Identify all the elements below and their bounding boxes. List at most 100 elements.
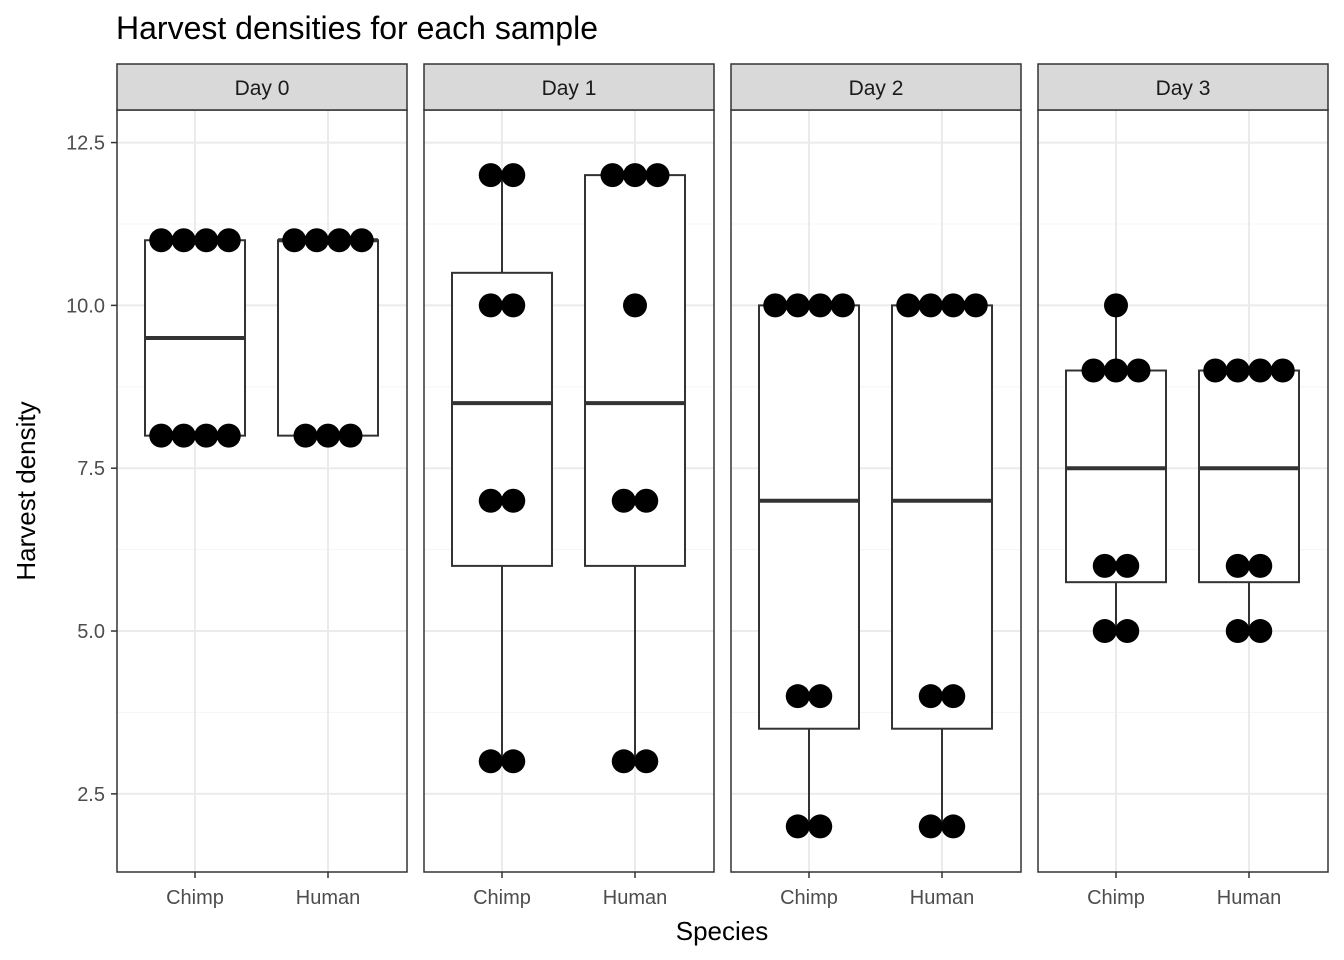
boxplot-chimp	[758, 293, 860, 839]
data-point	[1115, 619, 1140, 644]
x-tick-label: Human	[1217, 887, 1281, 909]
boxplot-human	[891, 293, 993, 839]
data-point	[1248, 358, 1273, 383]
data-point	[896, 293, 921, 318]
box	[584, 174, 686, 567]
data-point	[1104, 293, 1128, 318]
box	[1198, 369, 1300, 584]
data-point	[1248, 553, 1273, 578]
data-point	[611, 488, 636, 513]
data-point	[501, 488, 526, 513]
data-point	[194, 228, 219, 253]
data-point	[349, 228, 374, 253]
facet-strip-label: Day 1	[542, 77, 597, 100]
data-point	[171, 228, 196, 253]
boxplot-chimp	[144, 228, 246, 448]
data-point	[645, 163, 670, 188]
facet-strip	[730, 63, 1022, 111]
x-tick-label: Chimp	[780, 887, 838, 909]
data-point	[501, 163, 526, 188]
data-point	[1126, 358, 1151, 383]
data-point	[941, 293, 966, 318]
data-point	[1115, 553, 1140, 578]
facet-strip-label: Day 2	[849, 77, 904, 100]
data-point	[963, 293, 988, 318]
data-point	[808, 814, 833, 839]
data-point	[1092, 619, 1117, 644]
x-tick-label: Human	[603, 887, 667, 909]
data-point	[600, 163, 625, 188]
box	[758, 304, 860, 730]
x-axis-title: Species	[676, 916, 769, 946]
boxplot-human	[584, 163, 686, 774]
facet-panel: Day 2 Chimp Human	[730, 63, 1022, 909]
data-point	[304, 228, 329, 253]
data-point	[763, 293, 788, 318]
data-point	[1081, 358, 1106, 383]
facet-strip	[423, 63, 715, 111]
data-point	[1225, 358, 1250, 383]
data-point	[611, 749, 636, 774]
data-point	[785, 814, 810, 839]
y-tick-label: 2.5	[77, 784, 105, 806]
box	[277, 239, 379, 437]
data-point	[1104, 358, 1128, 383]
data-point	[634, 488, 659, 513]
facet-panel: Day 3 Chimp Human	[1037, 63, 1329, 909]
data-point	[918, 293, 943, 318]
data-point	[338, 423, 363, 448]
boxplot-human	[1198, 358, 1300, 644]
data-point	[478, 293, 503, 318]
data-point	[1248, 619, 1273, 644]
boxplot-chimp	[1065, 293, 1167, 644]
data-point	[216, 228, 241, 253]
data-point	[478, 749, 503, 774]
data-point	[194, 423, 219, 448]
data-point	[918, 684, 943, 709]
chart-title: Harvest densities for each sample	[116, 10, 598, 46]
data-point	[830, 293, 855, 318]
data-point	[316, 423, 340, 448]
facet-strip	[116, 63, 408, 111]
data-point	[808, 293, 833, 318]
x-tick-label: Chimp	[473, 887, 531, 909]
data-point	[1270, 358, 1295, 383]
data-point	[808, 684, 833, 709]
data-point	[1225, 619, 1250, 644]
x-tick-label: Chimp	[1087, 887, 1145, 909]
box	[891, 304, 993, 730]
y-axis: 2.5 5.0 7.5 10.0 12.5	[66, 133, 117, 806]
data-point	[216, 423, 241, 448]
data-point	[785, 293, 810, 318]
data-point	[478, 163, 503, 188]
data-point	[149, 423, 174, 448]
data-point	[918, 814, 943, 839]
data-point	[501, 749, 526, 774]
data-point	[478, 488, 503, 513]
facet-panel: Day 0 Chimp Human	[116, 63, 408, 909]
data-point	[623, 163, 647, 188]
data-point	[171, 423, 196, 448]
y-axis-title: Harvest density	[11, 401, 41, 580]
data-point	[1225, 553, 1250, 578]
box	[1065, 369, 1167, 584]
data-point	[293, 423, 318, 448]
data-point	[634, 749, 659, 774]
data-point	[1092, 553, 1117, 578]
y-tick-label: 7.5	[77, 458, 105, 480]
y-tick-label: 5.0	[77, 621, 105, 643]
data-point	[1203, 358, 1228, 383]
data-point	[501, 293, 526, 318]
x-tick-label: Chimp	[166, 887, 224, 909]
data-point	[785, 684, 810, 709]
x-tick-label: Human	[296, 887, 360, 909]
data-point	[941, 684, 966, 709]
facet-panels: Day 0 Chimp Human Day 1 Chimp Human Day 2 Chimp…	[116, 63, 1329, 909]
y-tick-label: 12.5	[66, 133, 105, 155]
box	[451, 271, 553, 567]
boxplot-chimp	[451, 163, 553, 774]
facet-strip-label: Day 0	[235, 77, 290, 100]
facet-strip	[1037, 63, 1329, 111]
boxplot-human	[277, 228, 379, 448]
